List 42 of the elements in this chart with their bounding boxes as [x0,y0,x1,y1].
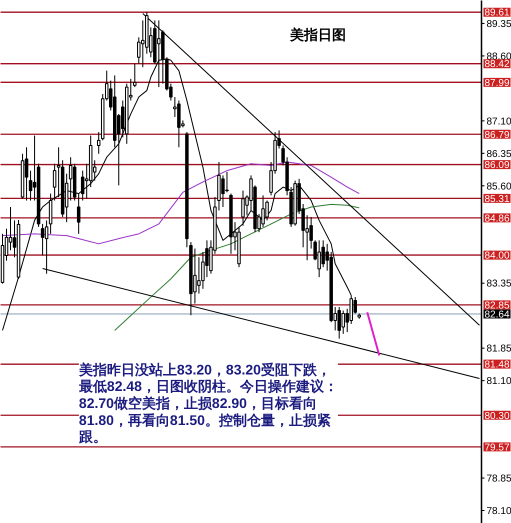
y-tick-label: 78.10 [486,506,511,518]
line-series [114,204,360,331]
ref-line-label: 79.57 [484,442,510,454]
candlestick [309,216,313,250]
ref-line-label: 86.09 [484,160,510,172]
candlestick [197,256,201,294]
candlestick [137,36,141,64]
ref-line-label: 85.31 [484,194,510,205]
candlestick [265,200,269,221]
ref-line-label: 89.61 [484,8,510,19]
candlestick [177,100,181,148]
candlestick [193,248,197,304]
candlestick [225,171,229,193]
y-tick-label: 87.10 [486,116,511,128]
y-tick-label: 81.10 [486,376,511,388]
candlestick [261,194,265,228]
ref-line-label: 80.30 [484,410,510,422]
ref-line-label: 87.99 [484,78,510,89]
candlestick [321,240,325,268]
ref-line-label: 82.85 [484,300,510,312]
line-series [2,161,360,244]
candlestick [221,174,225,208]
candlestick [341,310,345,334]
ref-line-label: 88.42 [484,59,510,70]
candlestick [24,146,28,202]
ref-line-label: 84.00 [484,250,510,262]
ref-line-label: 81.48 [484,360,510,371]
y-tick-label: 86.35 [486,148,511,160]
annotation: 美指昨日没站上83.20，83.20受阻下跌，最低82.48，日图收阴柱。今日操作建议：82.70做空美指，止损82.90，目标看向81.80，再看向81.50。控制仓量，止损紧跟。 [78,361,338,445]
y-tick-label: 89.35 [486,18,511,30]
candlestick [201,252,205,290]
y-tick-label: 83.35 [486,278,511,290]
ref-line-label: 82.64 [484,309,510,320]
y-tick-label: 85.60 [486,181,511,192]
y-tick-label: 78.85 [486,474,511,485]
candlestick [317,240,321,278]
y-tick-label: 81.85 [486,344,511,355]
candlestick [337,306,341,340]
candlestick [40,223,44,256]
ref-line-label: 86.79 [484,130,510,141]
text: 美指日图 [288,26,346,42]
ref-line-label: 84.86 [484,213,510,224]
